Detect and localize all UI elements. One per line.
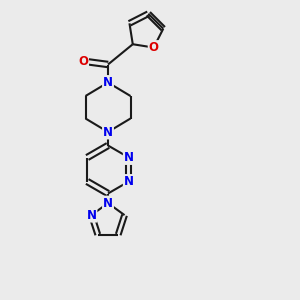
- Text: O: O: [78, 55, 88, 68]
- Text: N: N: [124, 151, 134, 164]
- Text: N: N: [124, 175, 134, 188]
- Text: N: N: [86, 208, 97, 222]
- Text: N: N: [103, 125, 113, 139]
- Text: N: N: [103, 196, 113, 210]
- Text: O: O: [149, 41, 159, 54]
- Text: N: N: [103, 76, 113, 89]
